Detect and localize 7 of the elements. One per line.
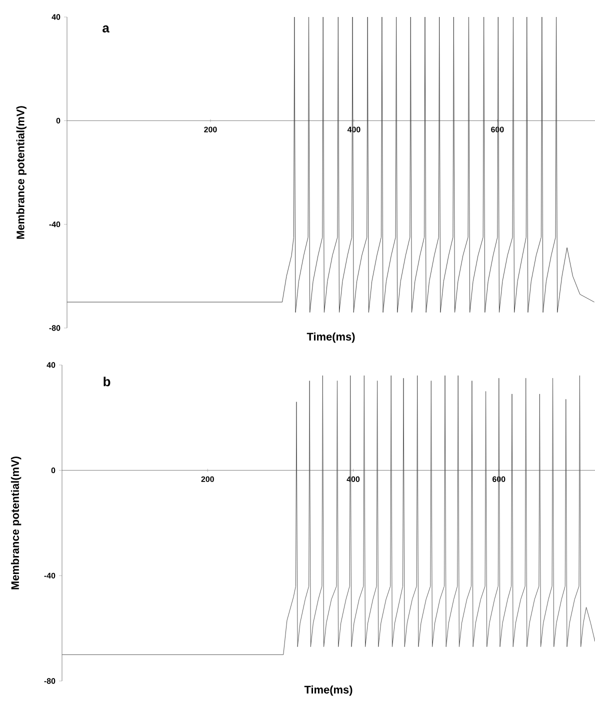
- chart-title: a: [102, 25, 110, 33]
- y-axis-title: Membrance potential(mV): [16, 106, 27, 239]
- line-series: [67, 17, 595, 313]
- x-axis-title: Time(ms): [306, 332, 355, 343]
- y-axis-title: Membrance potential(mV): [10, 456, 22, 590]
- text: b: [104, 376, 110, 386]
- x-axis-title: Time(ms): [304, 686, 352, 696]
